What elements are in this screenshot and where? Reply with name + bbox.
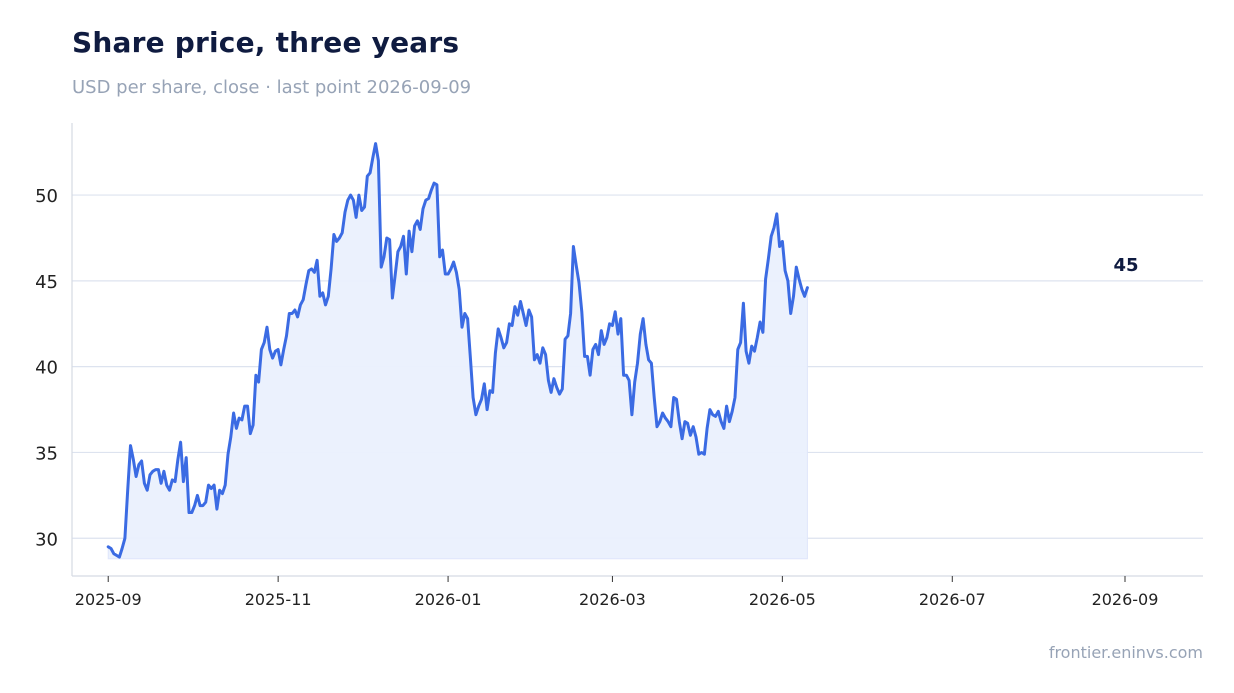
y-tick-label: 40: [35, 358, 58, 379]
area-fill-group: [107, 143, 808, 560]
x-tick-label: 2025-09: [75, 590, 142, 609]
x-tick-label: 2026-09: [1092, 590, 1159, 609]
chart-title: Share price, three years: [72, 26, 460, 59]
source-credit: frontier.eninvs.com: [1048, 643, 1203, 662]
axes: [71, 123, 1203, 577]
y-tick-label: 30: [35, 529, 58, 550]
series-area: [107, 143, 808, 560]
end-value-label: 45: [1113, 255, 1138, 276]
y-tick-label: 35: [35, 443, 58, 464]
x-axis-ticks: 2025-09 2025-11 2026-01 2026-03 2026-05 2026-…: [75, 576, 1159, 609]
chart-subtitle: USD per share, close · last point 2026-0…: [72, 77, 472, 98]
y-axis-ticks: 30 35 40 45 50: [35, 186, 58, 550]
y-tick-label: 50: [35, 186, 58, 207]
series-line: [106, 142, 809, 559]
x-tick-label: 2026-07: [919, 590, 986, 609]
x-tick-label: 2026-03: [579, 590, 646, 609]
annotations: 45: [1113, 255, 1138, 276]
x-tick-label: 2026-01: [415, 590, 482, 609]
series-line-group: [106, 142, 809, 559]
x-tick-label: 2025-11: [245, 590, 312, 609]
y-tick-label: 45: [35, 272, 58, 293]
x-tick-label: 2026-05: [749, 590, 816, 609]
